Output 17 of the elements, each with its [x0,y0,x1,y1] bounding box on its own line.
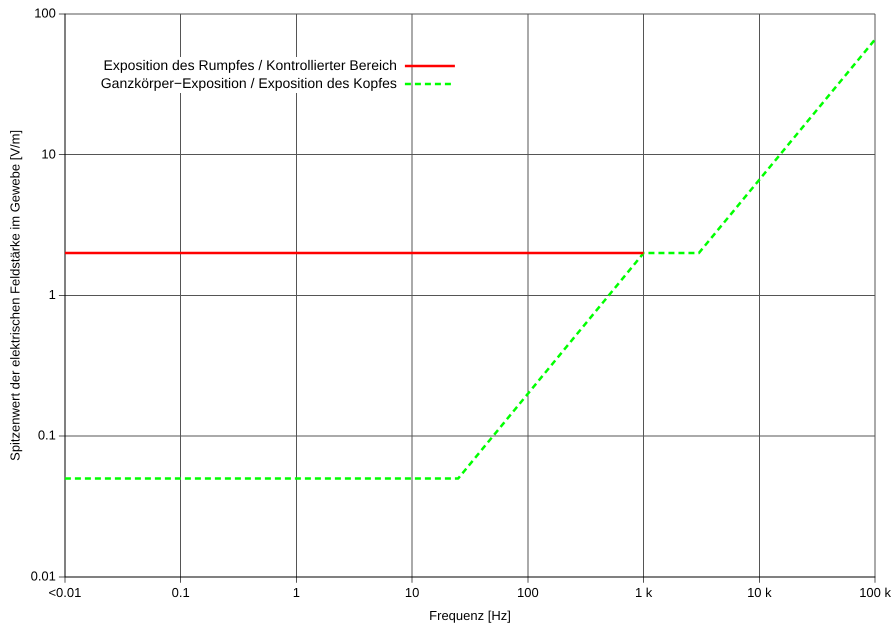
x-tick-label: 10 k [747,585,772,600]
legend-label: Exposition des Rumpfes / Kontrollierter Bereich [104,56,397,73]
x-tick-label: 1 k [634,585,653,600]
y-tick-label: 0.1 [38,428,56,443]
x-tick-label: 100 k [859,585,892,600]
x-tick-label: 1 [292,585,300,600]
x-tick-label: 10 [404,585,420,600]
y-tick-label: 0.01 [30,568,56,584]
legend-label: Ganzkörper−Exposition / Exposition des Kopfes [100,74,397,91]
x-tick-label: 0.1 [172,585,190,600]
x-tick-label: <0.01 [48,585,82,600]
x-tick-label: 100 [517,585,539,600]
y-tick-label: 100 [34,6,56,21]
y-tick-label: 10 [41,146,56,162]
y-axis-title: Spitzenwert der elektrischen Feldstärke im Gewebe [V/m] [7,130,22,461]
x-axis-title: Frequenz [Hz] [429,608,511,623]
y-tick-label: 1 [48,286,56,302]
